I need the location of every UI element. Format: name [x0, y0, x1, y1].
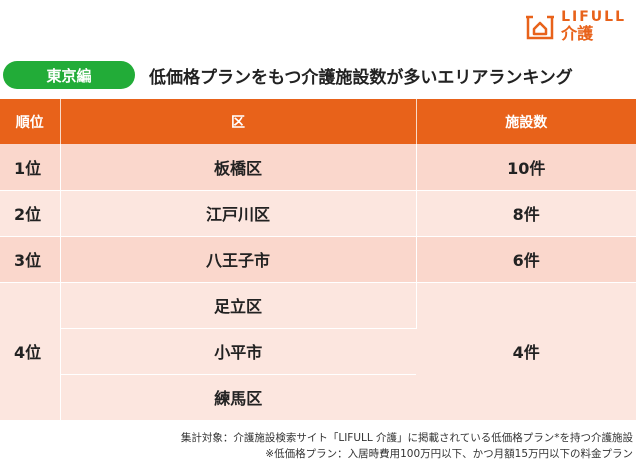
count-cell: 8件 — [416, 190, 636, 237]
page-title: 低価格プランをもつ介護施設数が多いエリアランキング — [149, 67, 573, 88]
region-badge: 東京編 — [3, 61, 135, 89]
brand-name-jp: 介護 — [561, 24, 594, 43]
table-row: 4位 足立区 4件 — [0, 282, 636, 421]
area-cell: 板橋区 — [60, 144, 417, 191]
rank-cell: 3位 — [0, 236, 61, 283]
footnote-definition: ※低価格プラン：入居時費用100万円以下、かつ月額15万円以下の料金プラン — [265, 448, 633, 460]
rank-cell: 2位 — [0, 190, 61, 237]
area-cell: 足立区 — [60, 282, 417, 329]
header-rank: 順位 — [0, 99, 61, 144]
brand-logo: LIFULL 介護 — [525, 10, 626, 42]
table-row: 3位 八王子市 6件 — [0, 236, 636, 283]
area-cell: 小平市 — [60, 328, 416, 375]
table-header-row: 順位 区 施設数 — [0, 99, 636, 144]
table-row: 練馬区 — [0, 374, 636, 421]
table-row: 小平市 — [0, 328, 636, 375]
header-count: 施設数 — [416, 99, 636, 144]
table-row: 1位 板橋区 10件 — [0, 144, 636, 191]
table-row: 2位 江戸川区 8件 — [0, 190, 636, 237]
area-cell: 江戸川区 — [60, 190, 417, 237]
footnotes: 集計対象：介護施設検索サイト「LIFULL 介護」に掲載されている低価格プラン*… — [181, 430, 633, 462]
brand-name-en: LIFULL — [561, 9, 626, 25]
count-cell: 4件 — [416, 282, 636, 421]
footnote-source: 集計対象：介護施設検索サイト「LIFULL 介護」に掲載されている低価格プラン*… — [180, 432, 633, 444]
count-cell: 10件 — [416, 144, 636, 191]
count-cell: 6件 — [416, 236, 636, 283]
title-row: 東京編 低価格プランをもつ介護施設数が多いエリアランキング — [0, 60, 640, 90]
header-area: 区 — [60, 99, 417, 144]
area-cell: 練馬区 — [60, 374, 416, 421]
area-cell: 八王子市 — [60, 236, 417, 283]
house-logo-icon — [526, 15, 555, 40]
rank-cell: 1位 — [0, 144, 61, 191]
rank-cell: 4位 — [0, 282, 61, 421]
ranking-table: 順位 区 施設数 1位 板橋区 10件 2位 江戸川区 8件 3位 八王子市 6… — [0, 99, 636, 421]
